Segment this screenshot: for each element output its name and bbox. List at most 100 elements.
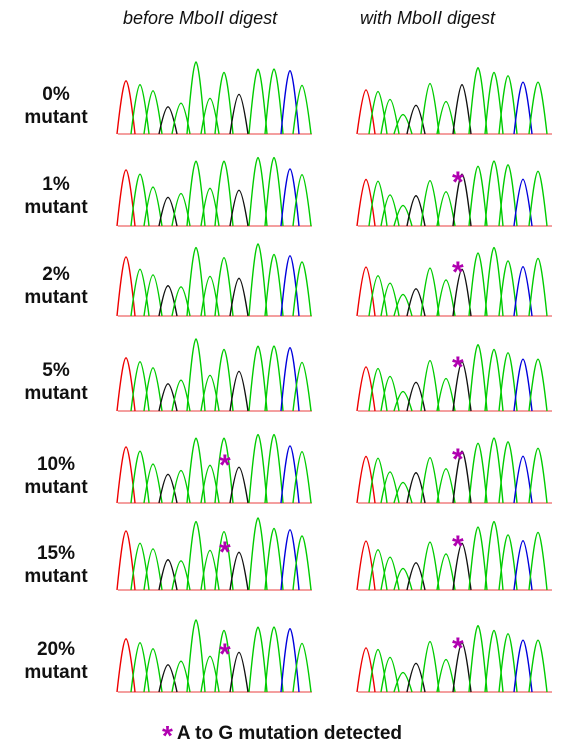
row-percent: 2% [42,264,70,285]
before-trace-peak [264,253,284,317]
row-label-3: 5% mutant [0,359,112,405]
after-trace-peak [498,260,518,317]
after-trace-peak [368,275,388,317]
before-trace-peak [280,346,300,412]
before-trace-peak [186,160,206,227]
before-trace-peak [292,642,312,693]
after-trace-peak [468,252,488,317]
mutation-star-icon: * [452,443,464,476]
after-trace-peak [528,639,548,693]
before-trace-peak [158,106,178,135]
before-trace-peak [130,268,150,317]
before-trace-peak [200,655,220,693]
before-trace-peak [280,529,300,591]
after-trace-peak [406,288,426,317]
before-trace-peak [200,374,220,412]
before-trace-peak [200,187,220,227]
after-trace-peak [380,98,400,135]
row-label-6: 20% mutant [0,638,112,684]
after-trace-peak [484,348,504,412]
before-trace-peak [186,246,206,317]
before-trace-peak [264,68,284,135]
before-trace-peak [158,473,178,504]
row-word: mutant [24,477,88,498]
after-trace-peak [484,437,504,504]
before-trace-peak [171,560,191,591]
after-trace-peak [420,456,440,504]
before-trace-peak [116,446,136,504]
row-word: mutant [24,287,88,308]
mutation-star-icon: * [219,536,231,569]
mutation-star-icon: * [219,638,231,671]
after-trace-peak [420,267,440,317]
after-trace-peak [513,540,533,591]
row-word: mutant [24,383,88,404]
after-trace-peak [468,165,488,227]
before-trace-peak [116,638,136,693]
before-trace-peak [116,80,136,135]
after-trace-peak [513,639,533,693]
after-trace-peak [436,377,456,412]
before-trace-peak [130,84,150,135]
row-label-0: 0% mutant [0,83,112,129]
before-trace-peak [264,527,284,591]
row-percent: 15% [36,543,76,564]
before-trace-peak [264,433,284,504]
after-trace-peak [436,100,456,135]
before-trace-peak [280,168,300,227]
after-trace-peak [356,540,376,591]
before-trace-peak [130,361,150,412]
before-trace-peak [214,437,234,504]
row-word: mutant [24,107,88,128]
mutation-star-icon: * [452,351,464,384]
before-trace-peak [171,286,191,317]
before-trace-peak [280,445,300,504]
before-trace-peak [229,93,249,135]
after-trace-peak [484,520,504,591]
before-trace-peak [200,275,220,317]
after-trace-peak [468,442,488,504]
after-trace-peak [528,81,548,135]
before-trace-peak [229,551,249,591]
after-trace-peak [452,642,472,693]
after-trace-peak [380,282,400,317]
after-trace-peak [484,71,504,135]
before-trace-peak [200,464,220,504]
before-trace-peak [143,90,163,135]
before-trace-peak [264,345,284,412]
mutation-star-icon: * [452,530,464,563]
after-trace-peak [513,455,533,504]
after-trace-peak [468,67,488,135]
after-trace-peak [452,173,472,227]
before-trace-peak [248,433,268,504]
column-header-after: with MboII digest [360,8,496,28]
before-trace-peak [116,256,136,317]
before-trace-peak [200,97,220,135]
row-percent: 20% [36,639,76,660]
before-trace-peak [292,450,312,504]
after-trace-peak [368,180,388,227]
after-trace-peak [484,629,504,693]
before-trace-peak [229,189,249,227]
before-trace-peak [171,469,191,504]
row-percent: 0% [42,84,70,105]
after-trace-peak [498,352,518,412]
before-trace-peak [292,261,312,317]
before-trace-peak [186,437,206,504]
before-trace-peak [214,256,234,317]
legend-text: A to G mutation detected [176,723,403,744]
after-trace-peak [452,542,472,591]
before-trace-peak [214,530,234,591]
after-trace-peak [528,257,548,317]
after-trace-peak [406,381,426,412]
after-trace-peak [368,549,388,591]
after-trace-peak [406,662,426,693]
after-trace-peak [380,471,400,504]
mutation-star-icon: * [452,256,464,289]
after-trace-peak [380,194,400,227]
after-trace-peak [452,361,472,412]
before-trace-peak [130,642,150,693]
before-trace-peak [229,466,249,504]
mutation-star-icon: * [452,166,464,199]
